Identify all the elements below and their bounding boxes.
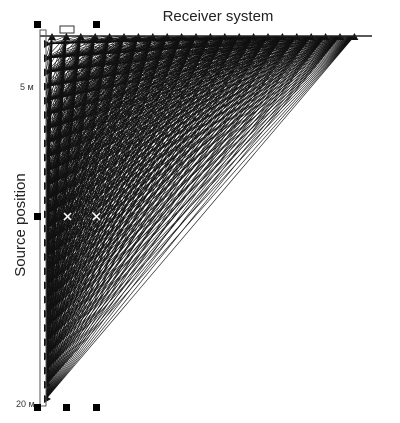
ray	[45, 35, 283, 371]
ray	[45, 35, 298, 343]
ray	[45, 35, 240, 314]
ray	[45, 35, 82, 172]
ray	[45, 35, 254, 400]
ray	[45, 35, 139, 400]
ray	[45, 35, 211, 258]
ray	[45, 35, 82, 243]
selection-handle[interactable]	[34, 404, 41, 411]
depth-label: 5 м	[20, 82, 34, 92]
ray	[45, 35, 182, 329]
ray	[45, 35, 312, 357]
ray	[45, 35, 211, 400]
ray	[45, 35, 67, 400]
ray	[45, 35, 182, 385]
center-mark	[63, 212, 101, 221]
ray	[45, 35, 283, 400]
ray	[45, 35, 96, 87]
ray	[45, 35, 82, 258]
ray	[45, 35, 125, 385]
ray	[45, 35, 154, 286]
ray	[45, 35, 226, 357]
ray	[45, 35, 254, 385]
ray	[45, 35, 182, 371]
ray	[45, 35, 154, 400]
ray	[45, 35, 168, 357]
ray	[45, 35, 269, 187]
ray	[45, 35, 168, 400]
ray	[45, 35, 154, 329]
ray	[45, 35, 96, 400]
depth-label: 20 м	[16, 399, 35, 409]
ray	[45, 35, 125, 400]
ray	[45, 35, 53, 400]
ray	[45, 35, 197, 400]
selection-handle[interactable]	[93, 404, 100, 411]
ray	[45, 35, 110, 371]
ray	[45, 35, 211, 329]
ray	[45, 35, 254, 314]
ray	[45, 35, 168, 343]
ray	[45, 35, 240, 400]
ray	[45, 35, 312, 400]
ray	[45, 35, 226, 400]
ray	[45, 35, 355, 400]
ray	[45, 35, 341, 371]
ray	[45, 35, 154, 357]
ray	[45, 35, 96, 130]
ray	[45, 35, 326, 371]
ray	[45, 35, 326, 385]
ray	[45, 35, 125, 73]
ray	[45, 35, 168, 329]
selection-handle[interactable]	[93, 21, 100, 28]
ray	[45, 35, 283, 385]
ray	[45, 35, 211, 385]
ray	[45, 35, 341, 400]
ray	[45, 35, 298, 400]
ray	[45, 35, 269, 385]
ray	[45, 35, 269, 357]
ray	[45, 35, 110, 357]
ray	[45, 35, 283, 314]
ray	[45, 35, 168, 385]
ray	[45, 35, 269, 371]
ray-paths	[44, 33, 359, 403]
ray	[45, 35, 254, 343]
ray	[45, 35, 326, 343]
ray	[45, 35, 82, 187]
marker-box	[59, 25, 75, 34]
selection-handle[interactable]	[34, 213, 41, 220]
ray	[45, 35, 82, 400]
ray	[45, 35, 168, 371]
axis-label: Source position	[12, 173, 29, 276]
ray	[45, 35, 254, 357]
selection-handle[interactable]	[63, 404, 70, 411]
ray	[45, 35, 110, 400]
ray	[45, 35, 139, 357]
ray	[45, 35, 197, 258]
ray	[45, 35, 240, 385]
ray	[45, 35, 298, 385]
ray	[45, 35, 326, 315]
ray	[45, 35, 82, 158]
ray	[45, 35, 197, 385]
ray	[45, 35, 154, 385]
title: Receiver system	[163, 8, 274, 25]
ray	[45, 35, 269, 343]
ray	[45, 35, 96, 385]
ray	[45, 35, 269, 400]
ray	[45, 35, 355, 385]
ray	[45, 35, 67, 45]
selection-handle[interactable]	[34, 21, 41, 28]
ray	[45, 35, 341, 385]
ray	[45, 35, 139, 201]
ray	[45, 35, 110, 385]
ray	[45, 35, 182, 400]
ray	[45, 35, 326, 400]
